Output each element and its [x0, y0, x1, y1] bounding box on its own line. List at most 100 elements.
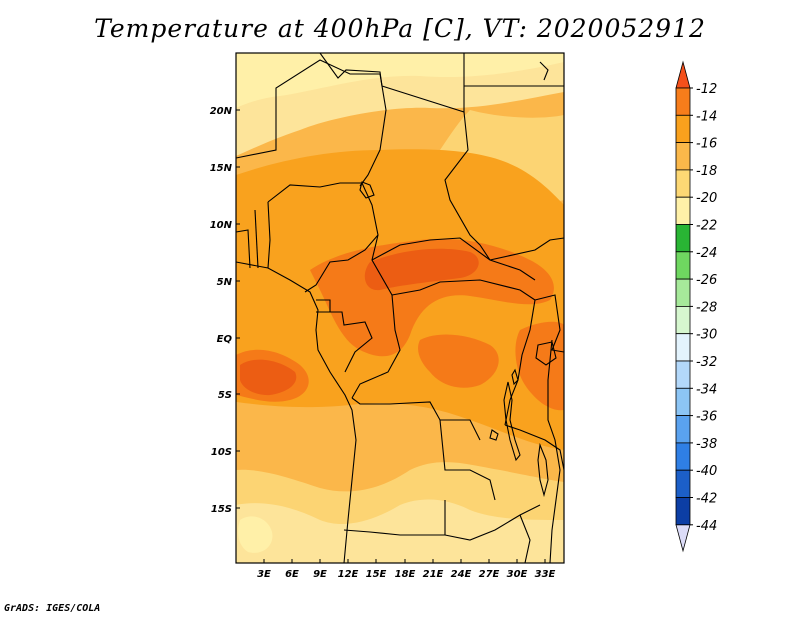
country-borders	[236, 53, 564, 563]
lon-label: 30E	[507, 569, 528, 580]
border-togo-benin	[254, 209, 259, 269]
border-car-chad	[371, 237, 536, 281]
colorbar-label: -16	[696, 137, 717, 152]
field-north-palest	[236, 53, 564, 108]
colorbar-swatch	[675, 224, 691, 253]
chart-title: Temperature at 400hPa [C], VT: 202005291…	[94, 14, 706, 43]
lake-chad	[359, 181, 375, 199]
lon-label: 15E	[366, 569, 387, 580]
colorbar-swatch	[675, 387, 691, 416]
colorbar-label: -20	[696, 191, 717, 206]
colorbar-label: -26	[696, 273, 717, 288]
lat-label: 10S	[211, 447, 232, 458]
field-south-pale	[236, 499, 564, 563]
border-drc-uganda	[504, 299, 536, 426]
colorbar-swatch	[675, 87, 691, 116]
field-central-basin-deep	[418, 334, 499, 388]
colorbar-swatch	[675, 169, 691, 198]
border-niger-chad	[359, 73, 387, 187]
colorbar-label: -12	[696, 82, 717, 97]
border-angola-namibia	[343, 500, 446, 536]
colorbar-swatch	[675, 333, 691, 362]
colorbar-label: -28	[696, 300, 717, 315]
lat-label: 5S	[218, 390, 232, 401]
border-angola-zambia	[439, 419, 496, 501]
lon-label: 21E	[423, 569, 444, 580]
lat-label: EQ	[217, 334, 233, 345]
border-nigeria-cameroon	[304, 182, 379, 293]
lake-mweru	[489, 429, 499, 441]
border-drc-angola	[351, 397, 481, 441]
map-frame	[235, 52, 565, 564]
lon-label: 3E	[257, 569, 271, 580]
field-center-deepest	[364, 248, 479, 291]
border-south-sudan	[489, 237, 564, 261]
sudan-nile-river	[539, 61, 549, 81]
colorbar-swatch	[675, 469, 691, 498]
lake-tanganyika	[503, 381, 521, 462]
border-congo-drc	[351, 294, 401, 399]
lat-label: 5N	[217, 277, 233, 288]
colorbar-swatch	[675, 278, 691, 307]
border-nigeria-north	[267, 182, 362, 203]
colorbar-swatch	[675, 305, 691, 335]
border-equatorial-guinea	[316, 299, 331, 313]
field-southwest-deepest	[240, 359, 297, 396]
lon-label: 6E	[285, 569, 299, 580]
colorbar-label: -36	[696, 410, 717, 425]
lon-label: 12E	[338, 569, 359, 580]
border-benin-nigeria	[267, 201, 271, 269]
colorbar-swatch	[675, 360, 691, 389]
colorbar-label: -30	[696, 328, 717, 343]
field-southwest-pale-spot	[238, 516, 273, 553]
colorbar-swatch	[675, 142, 691, 171]
colorbar-label: -24	[696, 246, 717, 261]
grads-credit: GrADS: IGES/COLA	[4, 603, 101, 614]
lat-label: 15S	[211, 504, 232, 515]
border-car-south	[391, 279, 536, 301]
lat-label: 20N	[210, 106, 233, 117]
lon-label: 24E	[451, 569, 472, 580]
border-mozambique	[519, 514, 531, 563]
colorbar-label: -18	[696, 164, 717, 179]
colorbar-swatch	[675, 251, 691, 280]
colorbar-label: -40	[696, 464, 717, 479]
colorbar: -12 -14 -16 -18 -20 -22 -24 -26 -28 -30 -32 -34 -36 -…	[675, 60, 717, 553]
border-congo-gabon	[330, 311, 373, 373]
colorbar-bottom-arrow	[675, 524, 691, 553]
colorbar-swatch	[675, 114, 691, 144]
border-zambia-south	[444, 504, 541, 541]
colorbar-label: -42	[696, 492, 717, 507]
border-ghana	[236, 229, 251, 269]
longitude-labels: 3E 6E 9E 12E 15E 18E 21E 24E 27E 30E 33E	[257, 569, 555, 580]
colorbar-swatch	[675, 442, 691, 471]
coastline-east	[547, 339, 561, 563]
colorbar-label: -32	[696, 355, 717, 370]
border-tanzania	[504, 424, 564, 471]
coastline-west-africa	[236, 261, 357, 563]
lake-kivu	[511, 368, 519, 386]
colorbar-label: -34	[696, 382, 717, 397]
temperature-field	[236, 53, 564, 563]
colorbar-swatch	[675, 196, 691, 225]
colorbar-swatch	[675, 497, 691, 526]
border-uganda-kenya	[534, 294, 564, 353]
lon-label: 18E	[395, 569, 416, 580]
border-niger-north	[236, 59, 380, 159]
latitude-labels: 20N 15N 10N 5N EQ 5S 10S 15S	[210, 106, 233, 515]
lon-label: 27E	[479, 569, 500, 580]
lake-malawi	[537, 442, 549, 498]
lake-victoria	[535, 341, 557, 366]
axis-ticks	[236, 109, 546, 563]
lon-label: 9E	[313, 569, 327, 580]
lon-label: 33E	[535, 569, 556, 580]
border-libya-sudan	[381, 53, 465, 113]
lat-label: 15N	[210, 163, 233, 174]
border-chad-sudan	[444, 111, 491, 261]
colorbar-top-arrow	[675, 60, 691, 89]
colorbar-label: -22	[696, 219, 717, 234]
colorbar-label: -44	[696, 519, 717, 534]
colorbar-swatch	[675, 415, 691, 444]
lat-label: 10N	[210, 220, 233, 231]
